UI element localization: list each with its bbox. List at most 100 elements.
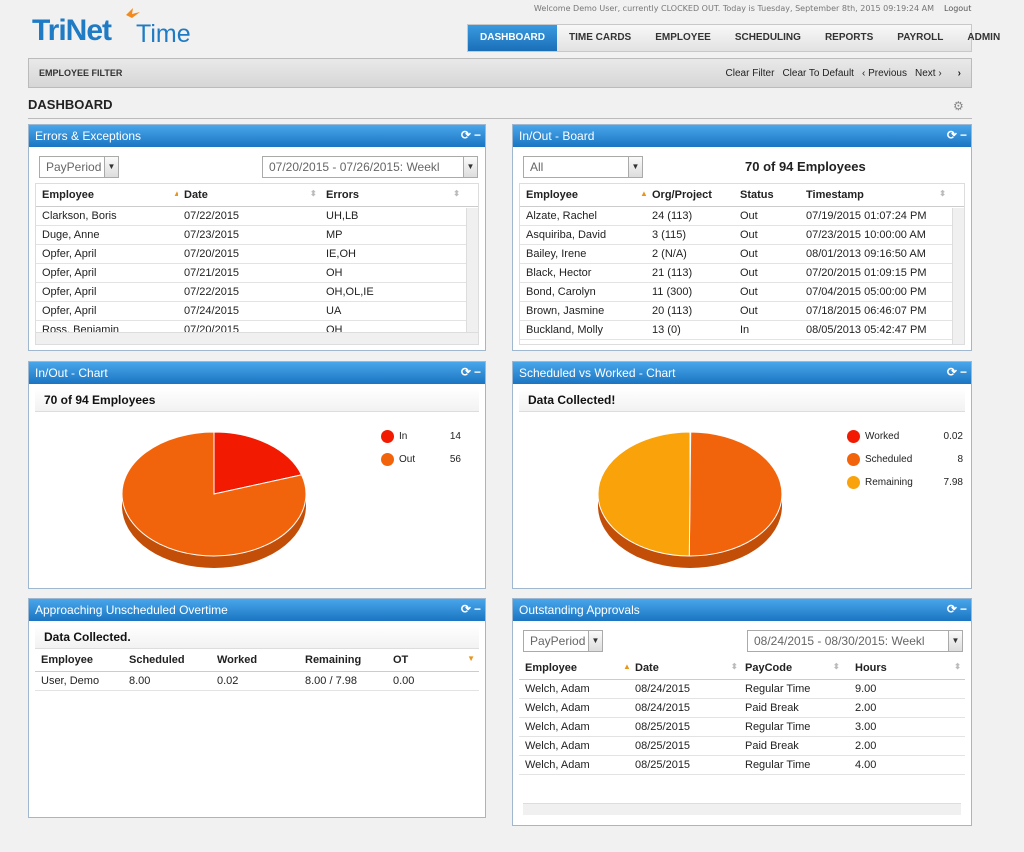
- table-row[interactable]: Brown, Jasmine 20 (113) Out 07/18/2015 06:4…: [520, 301, 964, 321]
- cell: 9.00: [849, 679, 965, 699]
- table-row[interactable]: Opfer, April 07/21/2015 OH: [36, 263, 478, 283]
- sort-asc-icon[interactable]: ▲: [623, 661, 631, 671]
- column-header[interactable]: Employee: [42, 188, 94, 201]
- column-header[interactable]: Worked: [217, 653, 258, 666]
- table-row[interactable]: Bond, Carolyn 11 (300) Out 07/04/2015 05:00…: [520, 282, 964, 302]
- column-header[interactable]: PayCode: [745, 661, 793, 674]
- column-header[interactable]: Employee: [41, 653, 93, 666]
- cell: In: [734, 320, 800, 340]
- nav-time-cards[interactable]: TIME CARDS: [569, 32, 632, 43]
- nav-reports[interactable]: REPORTS: [824, 32, 874, 43]
- table-row[interactable]: Opfer, April 07/20/2015 IE,OH: [36, 244, 478, 264]
- employee-group-select[interactable]: All ▼: [523, 156, 643, 178]
- nav-admin[interactable]: ADMIN: [967, 32, 1001, 43]
- vertical-scrollbar[interactable]: [952, 208, 964, 344]
- refresh-icon[interactable]: ⟳: [946, 365, 957, 379]
- nav-dashboard[interactable]: DASHBOARD: [468, 25, 557, 51]
- cell: Regular Time: [739, 679, 849, 699]
- minimize-icon[interactable]: −: [473, 602, 481, 616]
- table-row[interactable]: Alzate, Rachel 24 (113) Out 07/19/2015 01:0…: [520, 206, 964, 226]
- refresh-icon[interactable]: ⟳: [946, 602, 957, 616]
- cell: 07/23/2015: [178, 225, 320, 245]
- panel-header: In/Out - Chart ⟳ −: [29, 362, 485, 384]
- table-row[interactable]: Asquiriba, David 3 (115) Out 07/23/2015 10:…: [520, 225, 964, 245]
- column-header[interactable]: Org/Project: [652, 188, 712, 201]
- refresh-icon[interactable]: ⟳: [460, 128, 471, 142]
- minimize-icon[interactable]: −: [959, 128, 967, 142]
- column-header[interactable]: Date: [635, 661, 659, 674]
- previous-link[interactable]: ‹ Previous: [861, 68, 907, 79]
- period-type-select[interactable]: PayPeriod ▼: [523, 630, 603, 652]
- column-header[interactable]: OT: [393, 653, 409, 666]
- nav-employee[interactable]: EMPLOYEE: [655, 32, 711, 43]
- table-row[interactable]: Black, Hector 21 (113) Out 07/20/2015 01:09…: [520, 263, 964, 283]
- column-header[interactable]: Errors: [326, 188, 360, 201]
- sort-asc-icon[interactable]: ▲: [173, 188, 181, 198]
- sort-icon[interactable]: ⬍: [833, 661, 840, 671]
- table-row[interactable]: Welch, Adam 08/25/2015 Paid Break 2.00: [519, 736, 965, 756]
- pie-slice-remaining[interactable]: [597, 432, 691, 557]
- refresh-icon[interactable]: ⟳: [946, 128, 957, 142]
- minimize-icon[interactable]: −: [473, 365, 481, 379]
- horizontal-scrollbar[interactable]: [523, 803, 961, 815]
- logout-link[interactable]: Logout: [944, 4, 972, 13]
- column-header[interactable]: Hours: [855, 661, 887, 674]
- next-link[interactable]: Next ›: [914, 68, 942, 79]
- sort-desc-icon[interactable]: ▼: [467, 653, 475, 663]
- gear-icon[interactable]: ⚙: [953, 99, 964, 113]
- refresh-icon[interactable]: ⟳: [460, 365, 471, 379]
- sort-icon[interactable]: ⬍: [453, 188, 460, 198]
- overtime-table: Employee Scheduled Worked Remaining OT ▼ …: [35, 649, 479, 691]
- inout-pie-chart: [121, 432, 307, 568]
- table-row[interactable]: Bailey, Irene 2 (N/A) Out 08/01/2013 09:16:…: [520, 244, 964, 264]
- table-row[interactable]: Buckland, Molly 13 (0) In 08/05/2013 05:42:…: [520, 320, 964, 340]
- table-row[interactable]: Opfer, April 07/22/2015 OH,OL,IE: [36, 282, 478, 302]
- minimize-icon[interactable]: −: [473, 128, 481, 142]
- refresh-icon[interactable]: ⟳: [460, 602, 471, 616]
- table-row[interactable]: Opfer, April 07/24/2015 UA: [36, 301, 478, 321]
- table-row[interactable]: Duge, Anne 07/23/2015 MP: [36, 225, 478, 245]
- sort-icon[interactable]: ⬍: [310, 188, 317, 198]
- period-type-select[interactable]: PayPeriod ▼: [39, 156, 119, 178]
- expand-filter-icon[interactable]: ›: [957, 68, 961, 79]
- sort-asc-icon[interactable]: ▲: [640, 188, 648, 198]
- scheduled-chart-panel: Scheduled vs Worked - Chart ⟳ − Data Coll…: [512, 361, 972, 589]
- clear-default-link[interactable]: Clear To Default: [782, 68, 854, 79]
- select-value: 07/20/2015 - 07/26/2015: Weekl: [269, 160, 440, 174]
- pie-slice-in[interactable]: [213, 432, 303, 495]
- column-header[interactable]: Date: [184, 188, 208, 201]
- table-row[interactable]: Welch, Adam 08/25/2015 Regular Time 3.00: [519, 717, 965, 737]
- minimize-icon[interactable]: −: [959, 365, 967, 379]
- column-header[interactable]: Remaining: [305, 653, 362, 666]
- vertical-scrollbar[interactable]: [466, 208, 478, 332]
- column-header[interactable]: Status: [740, 188, 774, 201]
- legend-value: 0.02: [943, 431, 963, 442]
- inout-board-panel: In/Out - Board ⟳ − All ▼ 70 of 94 Employe…: [512, 124, 972, 351]
- cell: OH,OL,IE: [320, 282, 478, 302]
- date-range-select[interactable]: 08/24/2015 - 08/30/2015: Weekl ▼: [747, 630, 963, 652]
- column-header[interactable]: Scheduled: [129, 653, 185, 666]
- clear-filter-link[interactable]: Clear Filter: [725, 68, 775, 79]
- column-header[interactable]: Employee: [526, 188, 578, 201]
- horizontal-scrollbar[interactable]: [36, 332, 478, 344]
- table-row[interactable]: Clarkson, Boris 07/22/2015 UH,LB: [36, 206, 478, 226]
- table-row[interactable]: User, Demo 8.00 0.02 8.00 / 7.98 0.00: [35, 671, 479, 691]
- pie-slice-out[interactable]: [121, 432, 307, 557]
- sort-icon[interactable]: ⬍: [954, 661, 961, 671]
- table-row[interactable]: Welch, Adam 08/24/2015 Regular Time 9.00: [519, 679, 965, 699]
- sort-icon[interactable]: ⬍: [939, 188, 946, 198]
- nav-payroll[interactable]: PAYROLL: [897, 32, 944, 43]
- table-row[interactable]: Welch, Adam 08/25/2015 Regular Time 4.00: [519, 755, 965, 775]
- cell: 07/20/2015: [178, 244, 320, 264]
- nav-scheduling[interactable]: SCHEDULING: [734, 32, 801, 43]
- legend-label: Out: [399, 454, 416, 465]
- column-header[interactable]: Employee: [525, 661, 577, 674]
- table-row[interactable]: Welch, Adam 08/24/2015 Paid Break 2.00: [519, 698, 965, 718]
- filter-title: EMPLOYEE FILTER: [39, 68, 123, 78]
- minimize-icon[interactable]: −: [959, 602, 967, 616]
- pie-slice-scheduled[interactable]: [688, 432, 783, 557]
- cell: IE,OH: [320, 244, 478, 264]
- sort-icon[interactable]: ⬍: [731, 661, 738, 671]
- date-range-select[interactable]: 07/20/2015 - 07/26/2015: Weekl ▼: [262, 156, 478, 178]
- column-header[interactable]: Timestamp: [806, 188, 864, 201]
